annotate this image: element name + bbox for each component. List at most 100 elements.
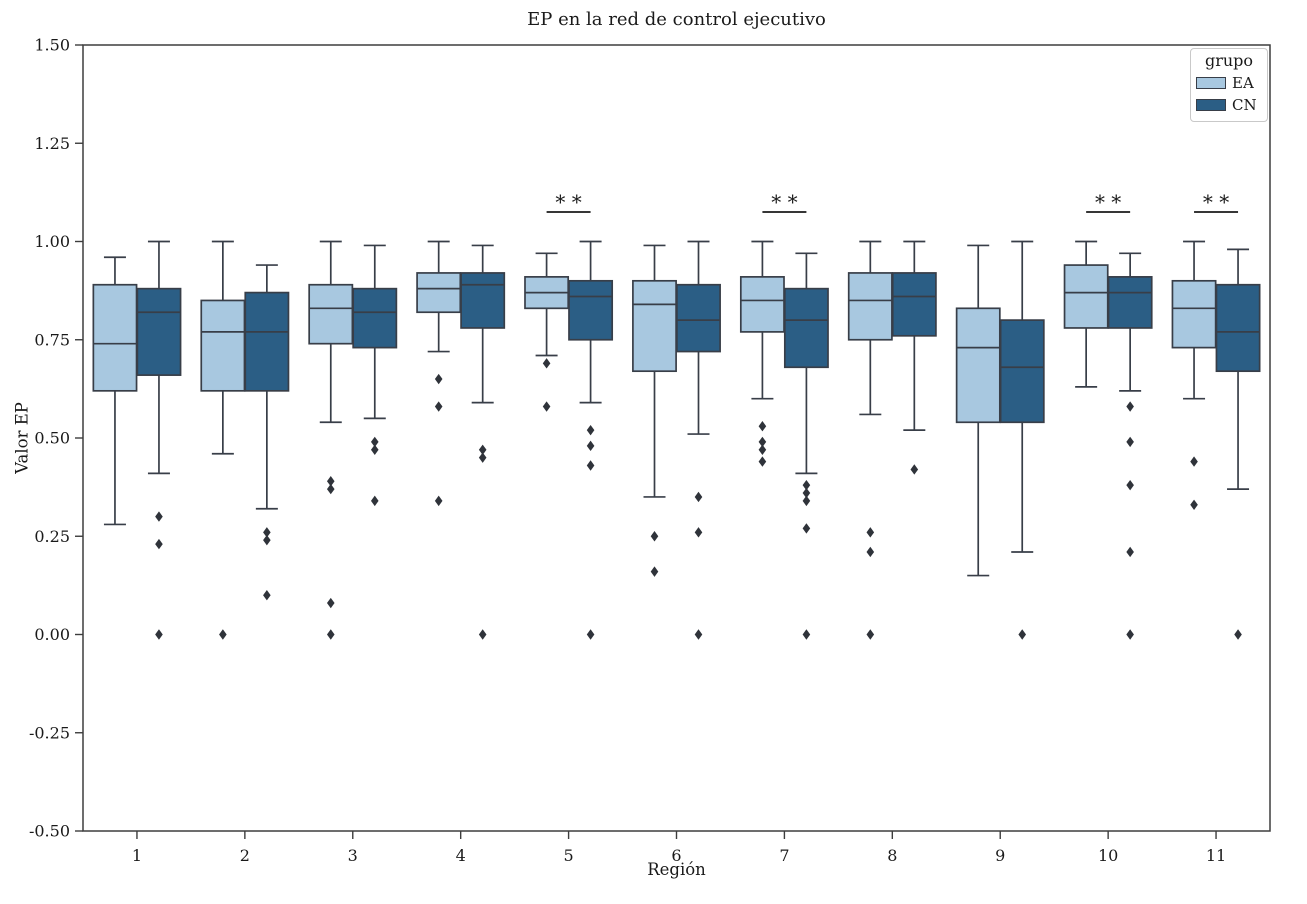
- outlier-point: [758, 421, 767, 432]
- box-CN-region-6: [676, 240, 721, 640]
- outlier-point: [802, 479, 811, 491]
- outlier-point: [694, 527, 703, 538]
- iqr-box: [1107, 276, 1153, 329]
- iqr-box: [1171, 279, 1217, 349]
- outlier-point: [650, 531, 659, 542]
- outlier-point: [326, 597, 335, 609]
- box-CN-region-11: [1215, 248, 1261, 640]
- iqr-box: [136, 287, 182, 376]
- outlier-point: [758, 456, 767, 467]
- outlier-point: [910, 464, 919, 475]
- significance-stars-region-11: * *: [1203, 190, 1229, 214]
- outlier-point: [434, 373, 443, 385]
- outlier-point: [586, 460, 595, 471]
- outlier-point: [866, 527, 875, 538]
- outlier-point: [326, 483, 335, 495]
- x-tick-label: 3: [348, 846, 358, 865]
- box-CN-region-2: [244, 264, 290, 601]
- box-EA-region-1: [92, 256, 138, 526]
- x-tick-label: 7: [779, 846, 789, 865]
- outlier-point: [802, 495, 811, 507]
- iqr-box: [200, 299, 246, 392]
- outlier-point: [1126, 629, 1134, 640]
- outlier-point: [802, 523, 811, 534]
- outlier-point: [758, 436, 767, 448]
- outlier-point: [370, 444, 379, 455]
- iqr-box: [847, 272, 893, 341]
- y-axis-label: Valor EP: [12, 402, 32, 474]
- significance-stars-region-10: * *: [1095, 190, 1121, 214]
- x-tick-label: 9: [995, 846, 1005, 865]
- x-tick-label: 4: [456, 846, 466, 865]
- outlier-point: [263, 534, 271, 546]
- box-EA-region-8: [847, 240, 893, 640]
- outlier-point: [434, 495, 443, 507]
- outlier-point: [586, 629, 595, 640]
- outlier-point: [326, 629, 335, 640]
- outlier-point: [1234, 629, 1242, 640]
- significance-stars-region-7: * *: [771, 190, 797, 214]
- outlier-point: [263, 527, 271, 538]
- outlier-point: [326, 476, 335, 487]
- y-tick-label: 0.50: [34, 429, 70, 448]
- outlier-point: [370, 436, 379, 448]
- legend-swatch-cn: [1196, 99, 1226, 111]
- outlier-point: [263, 590, 271, 601]
- chart-title: EP en la red de control ejecutivo: [527, 9, 826, 30]
- legend-label-cn: CN: [1232, 96, 1257, 114]
- iqr-box: [568, 279, 614, 341]
- outlier-point: [1126, 401, 1134, 412]
- box-CN-region-7: [783, 252, 829, 640]
- iqr-box: [676, 283, 721, 353]
- y-tick-label: 1.50: [34, 36, 70, 55]
- box-EA-region-10: [1063, 240, 1109, 388]
- outlier-point: [694, 629, 703, 640]
- iqr-box: [308, 283, 354, 345]
- x-tick-label: 10: [1098, 846, 1118, 865]
- x-tick-label: 2: [240, 846, 250, 865]
- outlier-point: [758, 444, 767, 455]
- y-tick-label: 0.00: [34, 625, 70, 644]
- iqr-box: [891, 272, 937, 337]
- outlier-point: [434, 401, 443, 412]
- box-EA-region-7: [739, 240, 785, 467]
- outlier-point: [1190, 456, 1198, 467]
- box-EA-region-5: [524, 252, 570, 412]
- iqr-box: [999, 319, 1045, 424]
- box-EA-region-9: [955, 244, 1001, 577]
- iqr-box: [739, 276, 785, 333]
- iqr-box: [92, 283, 138, 392]
- outlier-point: [155, 629, 163, 640]
- outlier-point: [219, 629, 227, 640]
- iqr-box: [632, 279, 677, 373]
- box-EA-region-6: [632, 244, 677, 577]
- outlier-point: [1190, 499, 1198, 511]
- significance-stars-region-5: * *: [555, 190, 581, 214]
- outlier-point: [802, 487, 811, 499]
- box-EA-region-4: [416, 240, 462, 507]
- axes-border: [82, 44, 1271, 832]
- iqr-box: [460, 272, 506, 329]
- outlier-point: [650, 566, 659, 577]
- x-tick-label: 11: [1206, 846, 1226, 865]
- iqr-box: [352, 287, 398, 349]
- legend-item-ea: EA: [1196, 74, 1262, 92]
- box-CN-region-10: [1107, 252, 1153, 640]
- box-CN-region-8: [891, 240, 937, 475]
- box-CN-region-1: [136, 240, 182, 640]
- box-CN-region-5: [568, 240, 614, 640]
- y-tick-label: 0.25: [34, 527, 70, 546]
- y-tick-label: 0.75: [34, 330, 70, 349]
- x-tick-label: 5: [563, 846, 573, 865]
- outlier-point: [586, 424, 595, 436]
- legend-swatch-ea: [1196, 77, 1226, 89]
- legend-item-cn: CN: [1196, 96, 1262, 114]
- outlier-point: [694, 491, 703, 503]
- box-EA-region-11: [1171, 240, 1217, 511]
- iqr-box: [1215, 283, 1261, 373]
- box-EA-region-3: [308, 240, 354, 640]
- outlier-point: [802, 629, 811, 640]
- box-CN-region-3: [352, 244, 398, 507]
